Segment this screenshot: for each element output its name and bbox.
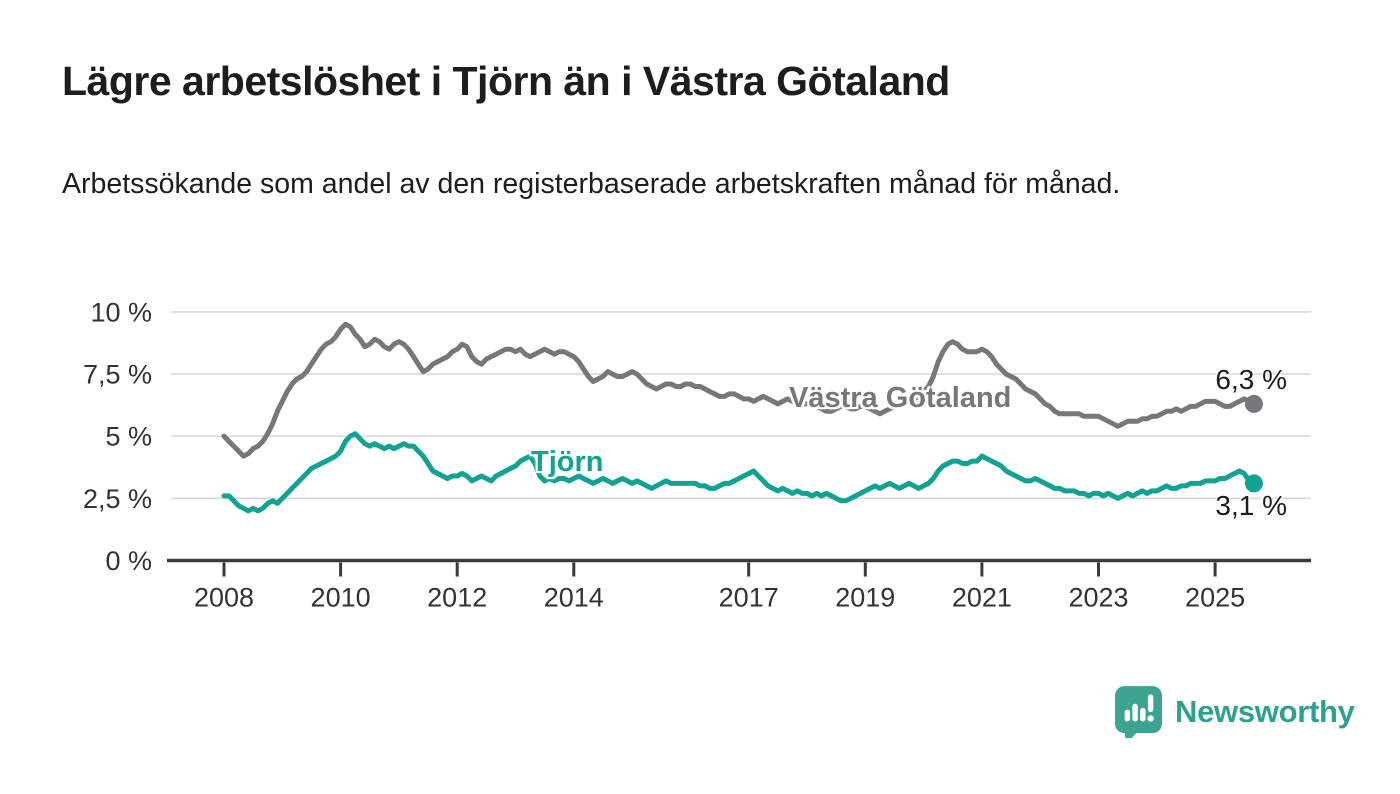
- series-label-tjorn: Tjörn: [531, 446, 604, 478]
- end-dot-vastra-gotaland: [1244, 394, 1263, 413]
- x-tick-label: 2008: [194, 583, 254, 613]
- x-tick-label: 2025: [1185, 583, 1245, 613]
- x-tick-label: 2012: [427, 583, 487, 613]
- x-tick-label: 2021: [952, 583, 1012, 613]
- end-dot-tjorn: [1244, 474, 1263, 493]
- y-tick-label: 5 %: [105, 422, 152, 452]
- y-tick-label: 7,5 %: [83, 360, 152, 390]
- end-value-vastra-gotaland: 6,3 %: [1215, 364, 1287, 395]
- x-tick-label: 2023: [1068, 583, 1128, 613]
- y-tick-label: 10 %: [90, 297, 152, 327]
- page-title: Lägre arbetslöshet i Tjörn än i Västra G…: [62, 58, 950, 104]
- line-tjorn: [221, 431, 1257, 514]
- y-tick-label: 2,5 %: [83, 484, 152, 514]
- brand-name: Newsworthy: [1175, 694, 1355, 729]
- newsworthy-brand: Newsworthy: [1115, 686, 1355, 738]
- x-tick-label: 2017: [719, 583, 779, 613]
- series-label-vastra-gotaland: Västra Götaland: [789, 382, 1012, 414]
- x-tick-label: 2014: [544, 583, 604, 613]
- x-tick-label: 2010: [311, 583, 371, 613]
- x-tick-label: 2019: [835, 583, 895, 613]
- chart-subtitle: Arbetssökande som andel av den registerb…: [62, 168, 1121, 200]
- line-vastra-gotaland: [221, 321, 1257, 459]
- end-value-tjorn: 3,1 %: [1215, 490, 1287, 521]
- newsworthy-logo-icon: [1115, 686, 1162, 738]
- y-tick-label: 0 %: [105, 546, 152, 576]
